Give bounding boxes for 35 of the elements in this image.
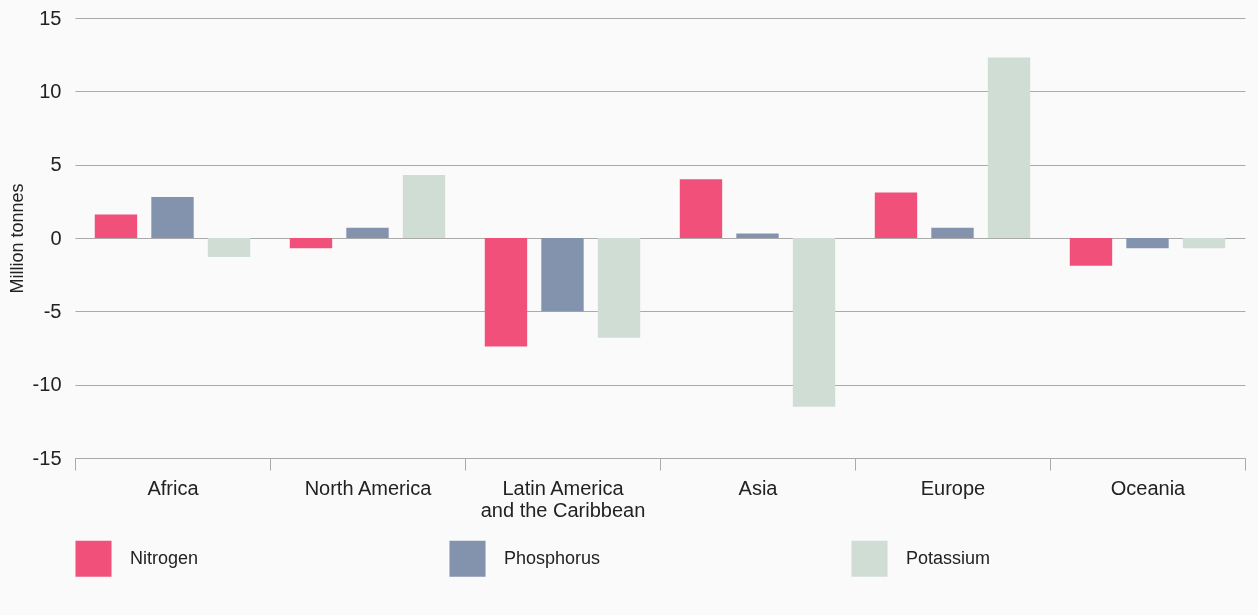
bar (874, 192, 918, 238)
x-tick-label: Latin America and the Caribbean (480, 476, 646, 521)
bar (736, 233, 779, 238)
x-tick-label: Europe (920, 476, 986, 499)
bar (151, 196, 194, 238)
y-tick-label: 0 (50, 226, 62, 249)
y-tick-label: 10 (39, 79, 62, 102)
bar (597, 238, 641, 338)
bar (1069, 238, 1113, 266)
bar (1126, 238, 1169, 249)
legend-label: Phosphorus (504, 547, 601, 568)
y-tick-label: 5 (50, 153, 62, 176)
y-tick-label: -15 (32, 446, 62, 469)
bar (207, 238, 251, 258)
x-tick-label: Asia (738, 476, 779, 499)
bar (94, 214, 138, 238)
bar (346, 227, 389, 238)
bar (792, 238, 836, 407)
y-tick-label: 15 (39, 6, 62, 29)
bar (931, 227, 974, 238)
y-tick-label: -10 (32, 373, 62, 396)
x-tick-label: North America (304, 476, 433, 499)
y-tick-label: -5 (43, 299, 62, 322)
bar (987, 57, 1031, 238)
bar (541, 238, 584, 312)
bar (1182, 238, 1226, 249)
legend-label: Nitrogen (130, 547, 199, 568)
bar (484, 238, 528, 347)
bar (402, 174, 446, 238)
bar (289, 238, 333, 249)
bar (679, 179, 723, 238)
y-axis-title: Million tonnes (6, 183, 27, 294)
legend-label: Potassium (906, 547, 991, 568)
x-tick-label: Africa (147, 476, 200, 499)
x-tick-label: Oceania (1110, 476, 1187, 499)
